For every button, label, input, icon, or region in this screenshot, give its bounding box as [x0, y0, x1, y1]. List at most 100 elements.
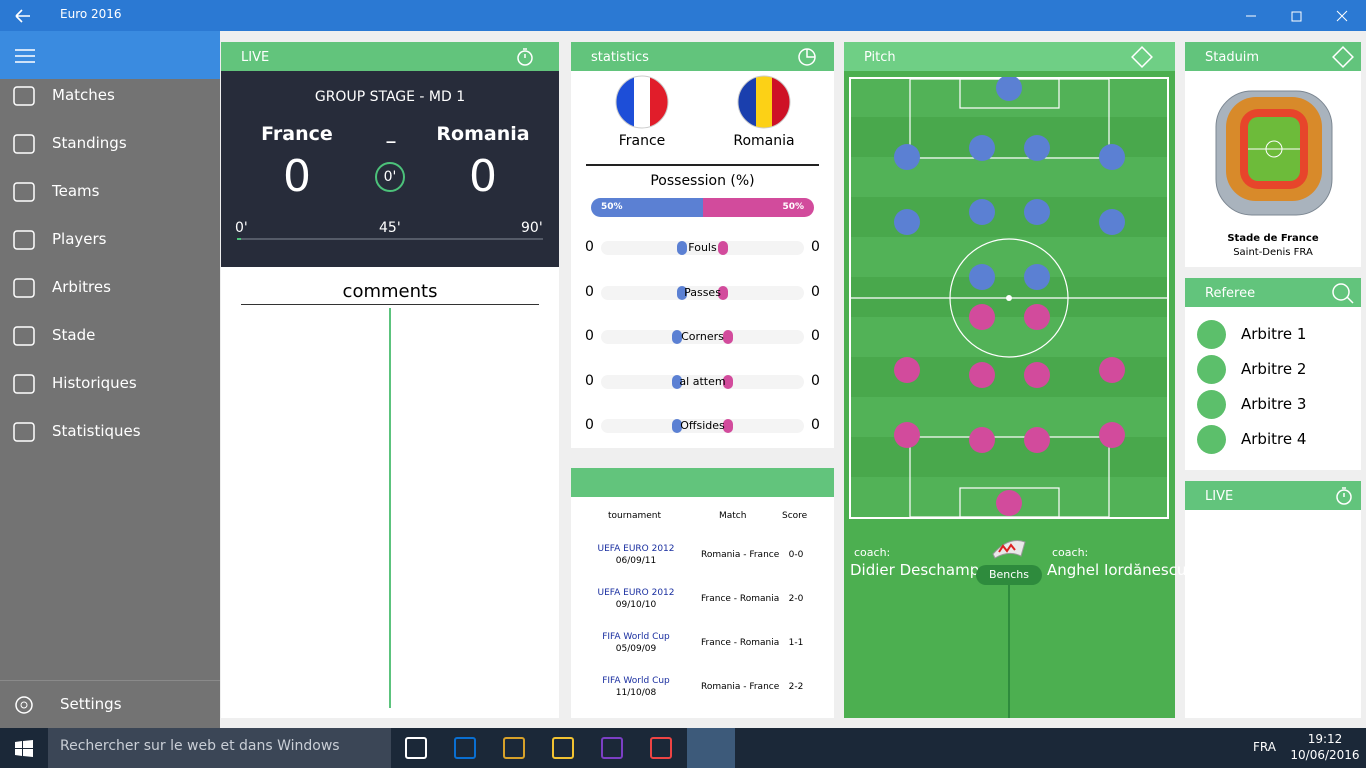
france-player: [1024, 199, 1050, 225]
stat-away-value: 0: [811, 239, 820, 255]
nav-item[interactable]: Players: [52, 230, 107, 248]
away-team: Romania: [436, 123, 530, 145]
stat-home-dot: [677, 285, 687, 300]
romania-player: [969, 427, 995, 453]
romania-player: [1024, 304, 1050, 330]
nav-icon: [13, 374, 35, 394]
romania-player: [894, 357, 920, 383]
nav-item[interactable]: Arbitres: [52, 278, 111, 296]
history-tournament[interactable]: FIFA World Cup: [602, 632, 670, 642]
stadium-body: Stade de France Saint-Denis FRA: [1185, 71, 1361, 267]
france-flag: [615, 75, 669, 129]
taskbar-app[interactable]: [552, 737, 574, 759]
bench-icon: [992, 540, 1026, 559]
history-date: 11/10/08: [615, 688, 657, 698]
romania-player: [1024, 427, 1050, 453]
history-tournament[interactable]: UEFA EURO 2012: [597, 588, 675, 598]
possession-home-bar: 50%: [591, 198, 703, 217]
referee-avatar: [1197, 355, 1226, 384]
nav-item[interactable]: Historiques: [52, 374, 137, 392]
nav-item[interactable]: Stade: [52, 326, 96, 344]
stadium-header: Staduim: [1185, 42, 1361, 71]
nav-item[interactable]: Statistiques: [52, 422, 141, 440]
stopwatch-icon: [517, 48, 533, 66]
history-date: 05/09/09: [615, 644, 657, 654]
romania-player: [1099, 422, 1125, 448]
title-bar: [0, 0, 1366, 31]
romania-player: [969, 362, 995, 388]
live2-header: LIVE: [1185, 481, 1361, 510]
stat-home-value: 0: [585, 417, 594, 433]
window-controls: [1246, 10, 1348, 22]
stat-label: Passes: [684, 285, 721, 299]
romania-player: [969, 304, 995, 330]
live2-icon: [1336, 487, 1352, 505]
nav-item[interactable]: Standings: [52, 134, 127, 152]
possession-away-bar: 50%: [703, 198, 814, 217]
stat-away-dot: [718, 285, 728, 300]
away-coach: Anghel Iordănescu: [1047, 561, 1187, 579]
history-header: [571, 468, 834, 497]
france-player: [894, 144, 920, 170]
pie-icon: [798, 48, 816, 66]
minute-badge: 0': [375, 162, 405, 192]
nav-item[interactable]: Teams: [52, 182, 100, 200]
stat-home-value: 0: [585, 328, 594, 344]
taskbar-app[interactable]: [405, 737, 427, 759]
sidebar-divider: [0, 680, 220, 681]
history-tournament[interactable]: FIFA World Cup: [602, 676, 670, 686]
history-date: 06/09/11: [615, 556, 657, 566]
stat-track: [601, 374, 804, 389]
france-player: [1099, 209, 1125, 235]
home-score: 0: [283, 151, 311, 202]
france-player: [894, 209, 920, 235]
stat-home-value: 0: [585, 239, 594, 255]
stat-label: Corners: [681, 330, 724, 343]
stat-away-team: Romania: [733, 133, 795, 149]
nav-item[interactable]: Matches: [52, 86, 115, 104]
stat-home-dot: [672, 419, 682, 433]
settings-icon: [15, 696, 33, 714]
referee-icon: [1332, 283, 1354, 304]
stat-home-team: France: [618, 133, 666, 149]
hamburger-menu: [15, 49, 35, 63]
history-column: Score: [782, 511, 808, 521]
history-tournament[interactable]: UEFA EURO 2012: [597, 544, 675, 554]
app-title: Euro 2016: [60, 7, 122, 21]
stat-away-dot: [723, 419, 733, 433]
taskbar-app[interactable]: [454, 737, 476, 759]
pitch-field: [849, 77, 1169, 519]
taskbar-app[interactable]: [601, 737, 623, 759]
away-score: 0: [469, 151, 497, 202]
live-body: GROUP STAGE - MD 1 France _ Romania 0 0' 0 0' 45…: [221, 71, 559, 267]
history-match: Romania - France: [701, 682, 780, 692]
taskbar-app[interactable]: [650, 737, 672, 759]
sidebar-top: [0, 31, 220, 79]
nav-icon: [13, 182, 35, 202]
nav-icon: [13, 230, 35, 250]
stat-away-value: 0: [811, 372, 820, 389]
settings-item[interactable]: Settings: [60, 695, 122, 713]
bench-button[interactable]: Benchs: [976, 565, 1042, 585]
search-box[interactable]: Rechercher sur le web et dans Windows: [48, 728, 391, 768]
referee-name: Arbitre 1: [1241, 325, 1307, 343]
stat-track: [601, 330, 804, 344]
referee-name: Arbitre 3: [1241, 395, 1307, 413]
statistics-body: France Romania Possession (%) 50% 50% 0 0 Fouls…: [571, 71, 834, 448]
home-team: France: [261, 123, 333, 145]
history-match: Romania - France: [701, 550, 780, 560]
bench-line: [1008, 585, 1010, 718]
stadium-header-icon: [1332, 46, 1354, 68]
france-player: [1024, 135, 1050, 161]
stat-label: Fouls: [688, 241, 717, 254]
tray-date: 10/06/2016: [1290, 748, 1360, 762]
history-body: tournament Match Score UEFA EURO 2012 06/09/…: [571, 497, 834, 718]
stat-away-value: 0: [811, 417, 820, 433]
taskbar-app[interactable]: [503, 737, 525, 759]
timeline-label: 90': [521, 220, 543, 236]
france-player: [969, 199, 995, 225]
history-score: 1-1: [788, 638, 804, 648]
stat-home-value: 0: [585, 283, 594, 300]
referee-avatar: [1197, 320, 1226, 349]
